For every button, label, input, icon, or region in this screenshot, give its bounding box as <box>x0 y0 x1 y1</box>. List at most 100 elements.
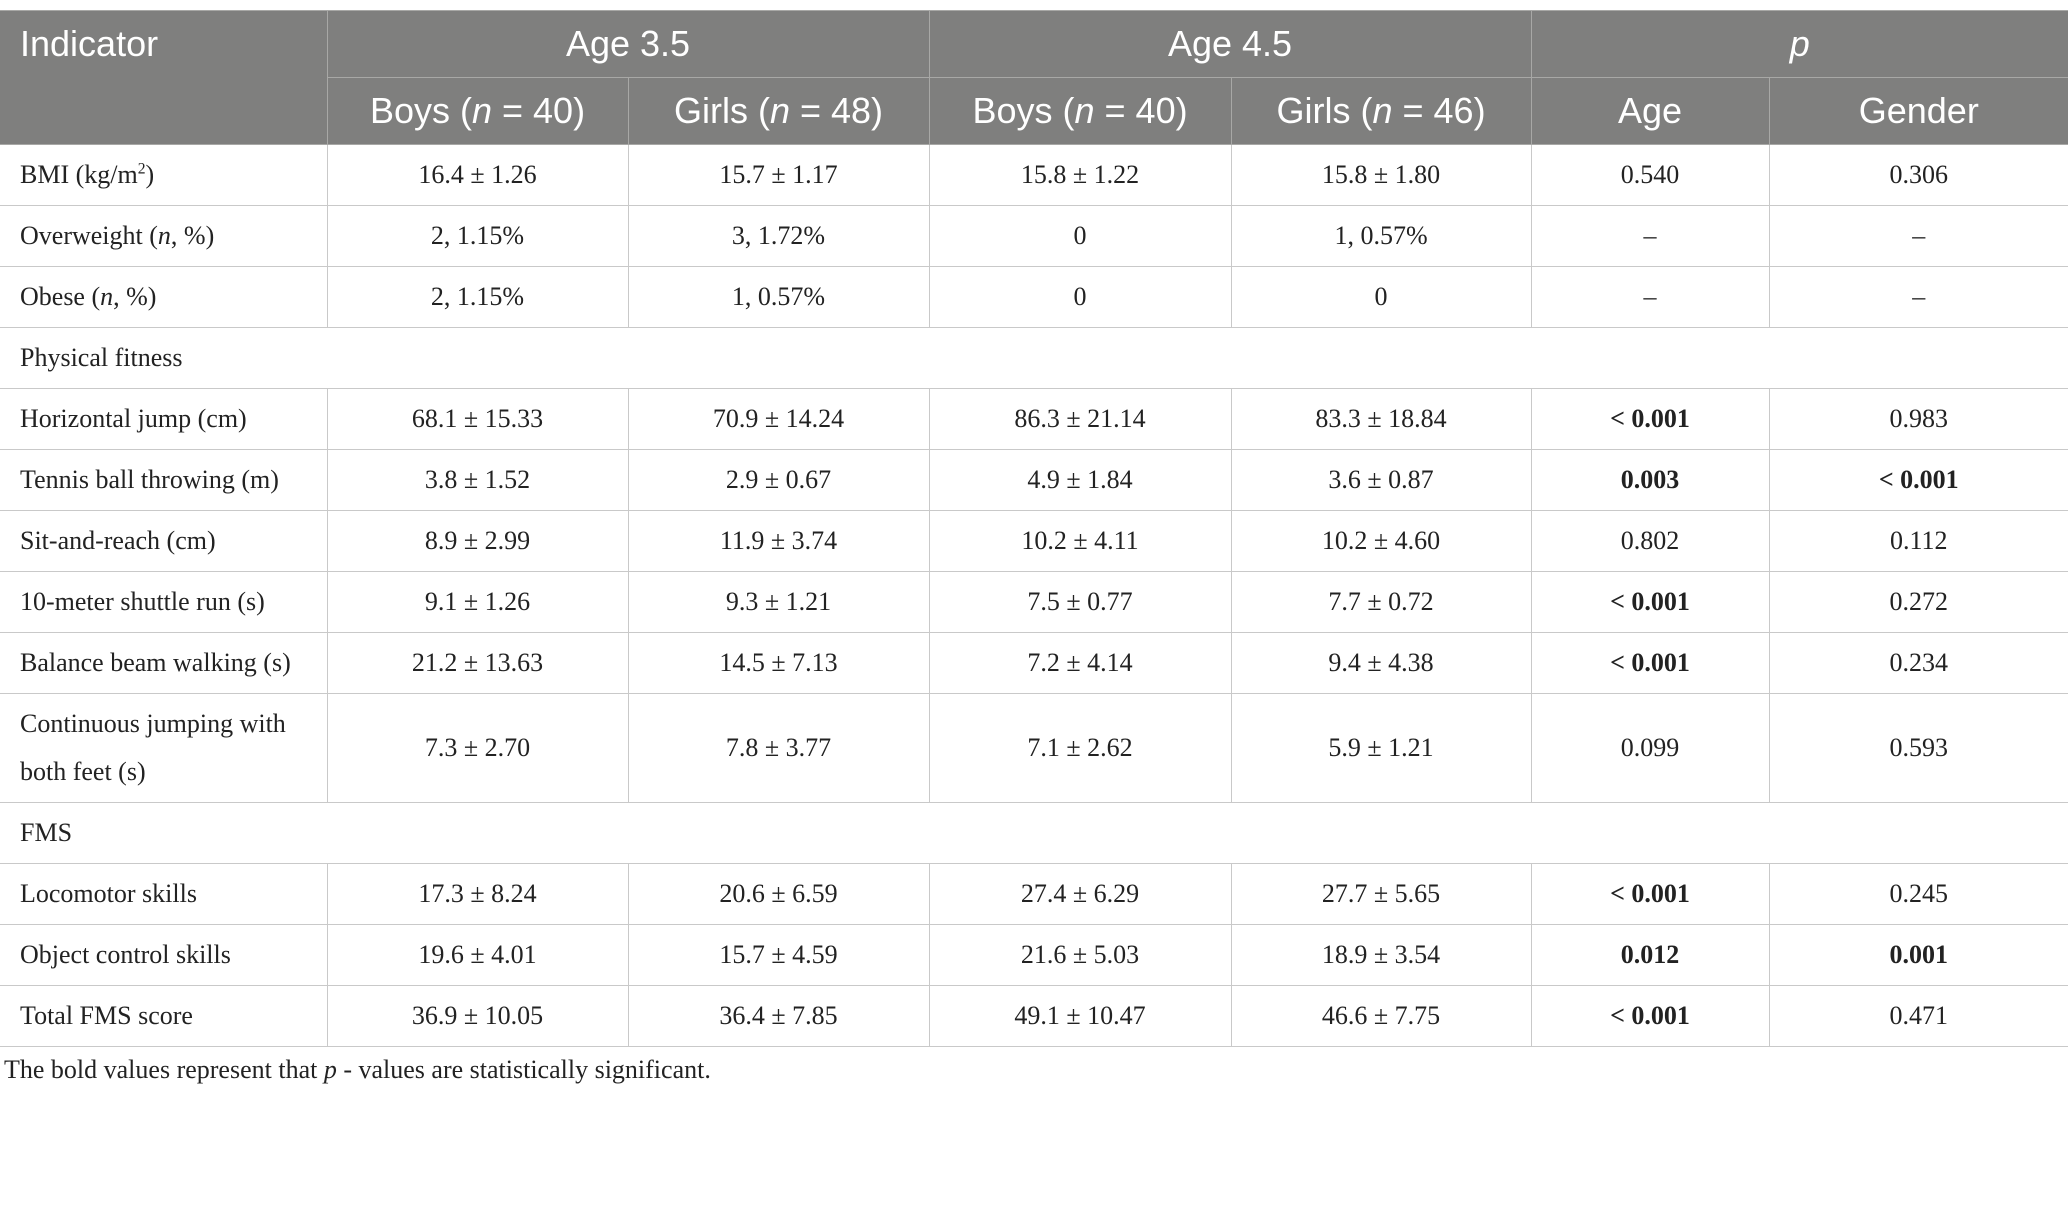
row-label: 10-meter shuttle run (s) <box>0 571 328 633</box>
cell: 0 <box>1230 266 1532 328</box>
cell: 36.9 ± 10.05 <box>326 985 629 1047</box>
text-part: n <box>1074 90 1095 131</box>
cell: 0.099 <box>1530 693 1770 803</box>
cell: < 0.001 <box>1530 863 1770 925</box>
header-cell: Indicator <box>0 10 328 145</box>
cell: 7.5 ± 0.77 <box>928 571 1232 633</box>
text-part: = 40) <box>492 90 586 131</box>
cell: 0 <box>928 205 1232 267</box>
text-part: , %) <box>170 221 215 250</box>
text-part: Boys ( <box>369 90 472 131</box>
cell: 70.9 ± 14.24 <box>627 388 930 450</box>
header-row: Boys (n = 40) Girls (n = 48) Boys (n = 40)… <box>0 77 2068 145</box>
cell: 0.112 <box>1768 510 2068 572</box>
cell: 7.7 ± 0.72 <box>1230 571 1532 633</box>
cell: 2, 1.15% <box>326 205 629 267</box>
data-row: 10-meter shuttle run (s) 9.1 ± 1.26 9.3 ± … <box>0 571 2068 633</box>
cell: 7.3 ± 2.70 <box>326 693 629 803</box>
cell: 21.2 ± 13.63 <box>326 632 629 694</box>
data-row: Horizontal jump (cm) 68.1 ± 15.33 70.9 ± 1… <box>0 388 2068 450</box>
text-part: n <box>471 90 492 131</box>
cell: – <box>1530 205 1770 267</box>
text-part: , %) <box>113 282 157 311</box>
cell: 49.1 ± 10.47 <box>928 985 1232 1047</box>
cell: – <box>1768 266 2068 328</box>
header-cell: Boys (n = 40) <box>327 77 629 145</box>
text-part: 2 <box>137 160 146 178</box>
row-label: BMI (kg/m2) <box>0 144 328 206</box>
cell: 46.6 ± 7.75 <box>1230 985 1532 1047</box>
cell: 3.6 ± 0.87 <box>1230 449 1532 511</box>
data-row: Object control skills 19.6 ± 4.01 15.7 ± 4… <box>0 924 2068 986</box>
cell: 9.1 ± 1.26 <box>326 571 629 633</box>
text-part: n <box>100 282 114 311</box>
cell: 0.234 <box>1768 632 2068 694</box>
text-part: The bold values represent that <box>4 1055 324 1084</box>
cell: 19.6 ± 4.01 <box>326 924 629 986</box>
cell: 17.3 ± 8.24 <box>326 863 629 925</box>
cell: 0.802 <box>1530 510 1770 572</box>
text-part: Overweight ( <box>20 221 158 250</box>
header-cell: Gender <box>1768 77 2068 145</box>
data-row: Overweight (n, %) 2, 1.15% 3, 1.72% 0 1, 0.5… <box>0 205 2068 267</box>
data-row: Locomotor skills 17.3 ± 8.24 20.6 ± 6.59 27… <box>0 863 2068 925</box>
text-part: n <box>157 221 171 250</box>
cell: 3, 1.72% <box>627 205 930 267</box>
cell: 10.2 ± 4.60 <box>1230 510 1532 572</box>
cell: 9.3 ± 1.21 <box>627 571 930 633</box>
cell: 0 <box>928 266 1232 328</box>
data-row: Continuous jumping with both feet (s) 7.3… <box>0 693 2068 803</box>
footnote: The bold values represent that p - value… <box>0 1055 2068 1085</box>
section-row: FMS <box>0 802 2068 864</box>
cell: 0.245 <box>1768 863 2068 925</box>
cell: 2.9 ± 0.67 <box>627 449 930 511</box>
header-cell: Girls (n = 48) <box>627 77 930 145</box>
header-group: p <box>1530 10 2068 78</box>
row-label: Locomotor skills <box>0 863 328 925</box>
header-cell: Girls (n = 46) <box>1230 77 1532 145</box>
header-cell: Age <box>1530 77 1770 145</box>
data-row: Total FMS score 36.9 ± 10.05 36.4 ± 7.85 49… <box>0 985 2068 1047</box>
table-header: Indicator Age 3.5 Age 4.5 p Boys (n = 40… <box>0 10 2068 145</box>
section-row: Physical fitness <box>0 327 2068 389</box>
cell: < 0.001 <box>1530 388 1770 450</box>
cell: – <box>1530 266 1770 328</box>
cell: 8.9 ± 2.99 <box>326 510 629 572</box>
cell: 0.983 <box>1768 388 2068 450</box>
row-label: Tennis ball throwing (m) <box>0 449 328 511</box>
row-label: Total FMS score <box>0 985 328 1047</box>
header-group: Age 3.5 <box>326 10 930 78</box>
data-row: BMI (kg/m2) 16.4 ± 1.26 15.7 ± 1.17 15.8 ± … <box>0 144 2068 206</box>
cell: 10.2 ± 4.11 <box>928 510 1232 572</box>
cell: 11.9 ± 3.74 <box>627 510 930 572</box>
cell: 7.2 ± 4.14 <box>928 632 1232 694</box>
text-part: p <box>323 1055 337 1084</box>
text-part: Boys ( <box>972 90 1075 131</box>
data-row: Balance beam walking (s) 21.2 ± 13.63 14.5… <box>0 632 2068 694</box>
header-group: Age 4.5 <box>928 10 1532 78</box>
table-body: BMI (kg/m2) 16.4 ± 1.26 15.7 ± 1.17 15.8 ± … <box>0 144 2068 1047</box>
cell: 27.7 ± 5.65 <box>1230 863 1532 925</box>
text-part: n <box>1372 90 1393 131</box>
cell: < 0.001 <box>1768 449 2068 511</box>
cell: 9.4 ± 4.38 <box>1230 632 1532 694</box>
cell: 7.1 ± 2.62 <box>928 693 1232 803</box>
row-label: Sit-and-reach (cm) <box>0 510 328 572</box>
cell: < 0.001 <box>1530 632 1770 694</box>
data-table: Indicator Age 3.5 Age 4.5 p Boys (n = 40… <box>0 10 2068 1047</box>
cell: 0.272 <box>1768 571 2068 633</box>
cell: 14.5 ± 7.13 <box>627 632 930 694</box>
cell: 4.9 ± 1.84 <box>928 449 1232 511</box>
text-part: - values are statistically significant. <box>336 1055 711 1084</box>
cell: – <box>1768 205 2068 267</box>
cell: 7.8 ± 3.77 <box>627 693 930 803</box>
cell: 36.4 ± 7.85 <box>627 985 930 1047</box>
cell: 27.4 ± 6.29 <box>928 863 1232 925</box>
cell: 0.593 <box>1768 693 2068 803</box>
cell: 1, 0.57% <box>627 266 930 328</box>
cell: 86.3 ± 21.14 <box>928 388 1232 450</box>
data-row: Sit-and-reach (cm) 8.9 ± 2.99 11.9 ± 3.74 1… <box>0 510 2068 572</box>
cell: 18.9 ± 3.54 <box>1230 924 1532 986</box>
text-part: = 46) <box>1392 90 1486 131</box>
